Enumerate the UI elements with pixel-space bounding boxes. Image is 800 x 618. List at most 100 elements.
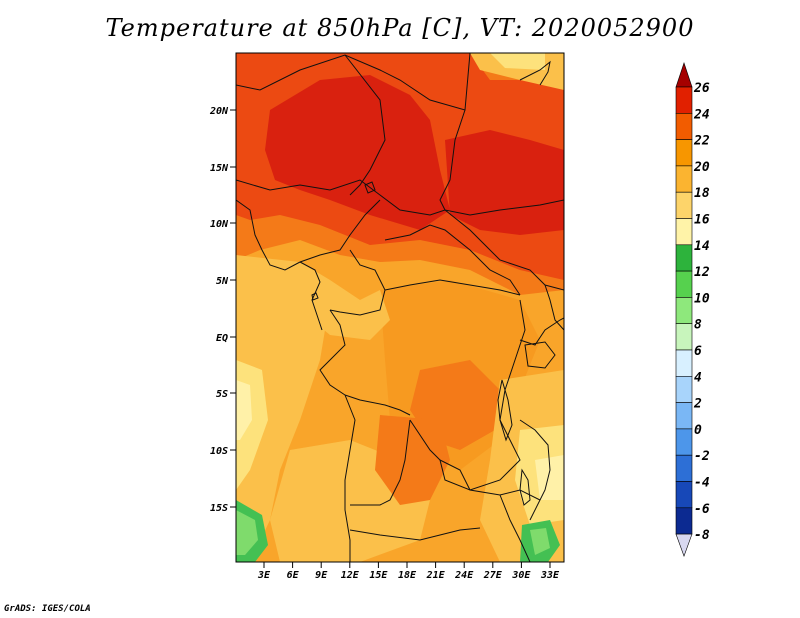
colorbar-box — [675, 139, 693, 167]
border-cameroon — [329, 249, 386, 316]
colorbar-label: 8 — [694, 318, 702, 333]
colorbar-box — [675, 375, 693, 403]
colorbar-label: -2 — [694, 449, 710, 464]
lon-label: 9E — [315, 570, 328, 581]
longitude-axis: 3E 6E 9E 12E 15E 18E 21E 24E 27E 30E 33E — [257, 562, 560, 581]
lon-label: 15E — [369, 570, 388, 581]
islands-guinea — [311, 292, 319, 301]
lake-victoria — [524, 341, 556, 369]
colorbar-label: 16 — [694, 213, 710, 228]
lake-tanganyika — [497, 379, 513, 442]
colorbar-box — [675, 244, 693, 272]
colorbar-box — [675, 218, 693, 246]
border-angola-east — [350, 419, 411, 506]
border-car — [384, 224, 521, 296]
colorbar-label: -8 — [694, 528, 710, 543]
border-north-2 — [439, 109, 466, 211]
colorbar-box — [675, 402, 693, 430]
field-cream-coast — [236, 380, 252, 440]
border-niger-chad — [344, 54, 386, 196]
colorbar-top-arrow — [675, 62, 693, 88]
lat-label: 15S — [210, 503, 228, 514]
field-lightgreen-se — [530, 528, 550, 555]
colorbar-label: 22 — [693, 134, 710, 149]
border-car-south — [384, 279, 521, 296]
lon-label: 33E — [540, 570, 560, 581]
lake-chad — [364, 181, 376, 194]
border-drc-west — [344, 394, 411, 416]
lat-label: 10S — [210, 446, 228, 457]
colorbar-label: 4 — [694, 370, 702, 385]
colorbar-box — [675, 297, 693, 324]
border-mozambique — [499, 494, 531, 562]
border-north-1 — [236, 53, 471, 111]
border-kenya — [544, 284, 564, 331]
colorbar-label: -6 — [694, 502, 710, 517]
colorbar-label: 10 — [694, 291, 710, 306]
colorbar-box — [675, 113, 693, 140]
border-nigeria — [299, 199, 381, 263]
field-deepred-west — [265, 75, 450, 230]
lat-label: 20N — [209, 106, 229, 117]
colorbar-boxes — [675, 62, 693, 557]
border-tanzania — [519, 419, 551, 501]
colorbar-box — [675, 86, 693, 114]
country-borders — [236, 53, 564, 562]
nile-east — [519, 60, 551, 86]
field-orange-angola — [375, 415, 450, 505]
colorbar-box — [675, 481, 693, 509]
lat-label: 5N — [216, 276, 229, 287]
colorbar-bottom-arrow — [675, 533, 693, 557]
field-pale-west — [236, 270, 330, 562]
colorbar-box — [675, 349, 693, 377]
lon-label: 21E — [426, 570, 446, 581]
colorbar-label: 0 — [694, 423, 702, 438]
lon-label: 12E — [341, 570, 360, 581]
colorbar-box — [675, 454, 693, 482]
lat-label: EQ — [216, 333, 228, 344]
grads-credit: GrADS: IGES/COLA — [4, 604, 91, 614]
colorbar-label: 26 — [693, 81, 710, 96]
colorbar-label: 24 — [693, 107, 710, 122]
temperature-field — [236, 53, 564, 562]
colorbar-box — [675, 270, 693, 298]
colorbar-label: 2 — [693, 397, 702, 412]
colorbar-box — [675, 165, 693, 193]
colorbar-box — [675, 507, 693, 535]
border-east-lakes — [519, 317, 564, 346]
lake-malawi — [519, 468, 531, 506]
map-title: Temperature at 850hPa [C], VT: 202005290… — [105, 14, 695, 42]
colorbar-label: 6 — [694, 344, 702, 359]
map-frame — [235, 52, 565, 563]
field-lightgreen-sw — [236, 510, 258, 555]
lon-label: 27E — [483, 570, 503, 581]
colorbar-box — [675, 191, 693, 219]
border-west-coast — [236, 199, 301, 271]
latitude-axis: 20N 15N 10N 5N EQ 5S 10S 15S — [209, 106, 236, 514]
lat-label: 10N — [210, 219, 229, 230]
colorbar-label: -4 — [694, 476, 710, 491]
lat-label: 15N — [210, 163, 229, 174]
border-sahel — [236, 179, 564, 216]
border-congo — [319, 309, 346, 396]
lon-label: 6E — [287, 570, 300, 581]
lon-label: 30E — [511, 570, 531, 581]
border-angola — [344, 394, 356, 562]
colorbar-label: 12 — [694, 265, 710, 280]
colorbar-box — [675, 428, 693, 456]
border-south-sudan — [444, 209, 564, 291]
lon-label: 24E — [454, 570, 474, 581]
colorbar-label: 18 — [694, 186, 710, 201]
colorbar-label: 14 — [694, 239, 710, 254]
field-pale-ne — [490, 53, 545, 70]
lat-label: 5S — [216, 389, 228, 400]
colorbar-label: 20 — [693, 160, 710, 175]
coast-guinea — [299, 261, 323, 331]
field-deepred-east — [445, 130, 564, 235]
colorbar-box — [675, 323, 693, 351]
lon-label: 18E — [398, 570, 417, 581]
lon-label: 3E — [257, 570, 271, 581]
